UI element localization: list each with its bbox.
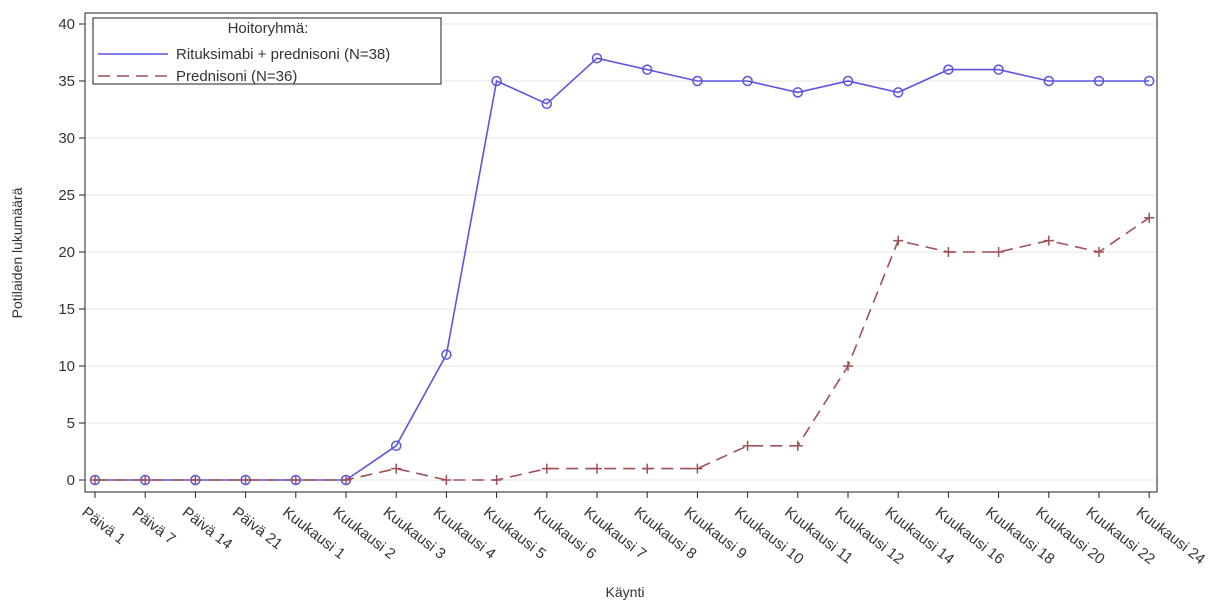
- data-point: [742, 440, 753, 451]
- data-point: [541, 463, 552, 474]
- data-point: [642, 463, 653, 474]
- data-point: [190, 475, 201, 485]
- y-tick-label: 5: [67, 415, 75, 432]
- data-point: [842, 75, 854, 87]
- legend-box: [92, 17, 442, 85]
- y-tick-label: 20: [58, 244, 75, 261]
- series-2: [90, 212, 1155, 485]
- grid: [85, 23, 1157, 481]
- data-point: [1043, 235, 1054, 246]
- data-point: [1043, 75, 1055, 87]
- data-point: [943, 247, 954, 257]
- y-axis: 0 5 10 15 20 25 30 35 40: [58, 16, 85, 489]
- data-point: [390, 440, 402, 452]
- data-point: [491, 475, 502, 485]
- x-tick-label: Päivä 14: [179, 504, 235, 553]
- data-point: [441, 475, 452, 485]
- series-line: [95, 57, 1150, 481]
- data-point: [341, 475, 351, 485]
- data-point: [491, 75, 502, 87]
- data-point: [441, 349, 452, 360]
- y-tick-label: 10: [58, 358, 75, 375]
- x-tick-label: Päivä 21: [229, 504, 285, 553]
- y-tick-label: 0: [67, 472, 75, 489]
- x-axis-label: Käynti: [606, 584, 645, 600]
- y-tick-label: 15: [58, 301, 75, 318]
- data-point: [140, 475, 151, 485]
- data-point: [290, 475, 301, 485]
- data-point: [592, 463, 602, 474]
- data-point: [892, 87, 904, 98]
- data-point: [692, 75, 703, 87]
- y-tick-label: 35: [58, 73, 75, 90]
- legend: Hoitoryhmä: Rituksimabi + prednisoni (N=…: [92, 17, 442, 85]
- data-point: [591, 52, 603, 64]
- data-point: [993, 247, 1004, 257]
- data-point: [1094, 247, 1104, 257]
- data-point: [641, 64, 653, 75]
- series-line: [95, 217, 1150, 481]
- data-point: [843, 361, 853, 371]
- legend-label-series-2: Prednisoni (N=36): [176, 68, 297, 85]
- data-point: [692, 463, 703, 474]
- y-axis-label: Potilaiden lukumäärä: [9, 187, 25, 318]
- y-tick-label: 25: [58, 187, 75, 204]
- legend-label-series-1: Rituksimabi + prednisoni (N=38): [176, 46, 390, 63]
- data-point: [1093, 75, 1105, 87]
- data-point: [541, 98, 553, 110]
- x-tick-label: Päivä 7: [129, 504, 179, 548]
- data-point: [1143, 75, 1155, 87]
- data-point: [792, 87, 804, 98]
- series-layer: [89, 52, 1155, 486]
- data-point: [240, 475, 251, 485]
- data-point: [792, 440, 803, 451]
- data-point: [1144, 212, 1155, 223]
- data-point: [893, 235, 904, 246]
- data-point: [90, 475, 100, 485]
- data-point: [391, 463, 402, 474]
- y-tick-label: 30: [58, 130, 75, 147]
- data-point: [742, 75, 753, 87]
- data-point: [943, 64, 954, 75]
- y-tick-label: 40: [58, 16, 75, 33]
- legend-title: Hoitoryhmä:: [228, 20, 309, 37]
- series-1: [89, 52, 1155, 486]
- x-tick-label: Päivä 1: [79, 504, 129, 548]
- data-point: [993, 64, 1004, 75]
